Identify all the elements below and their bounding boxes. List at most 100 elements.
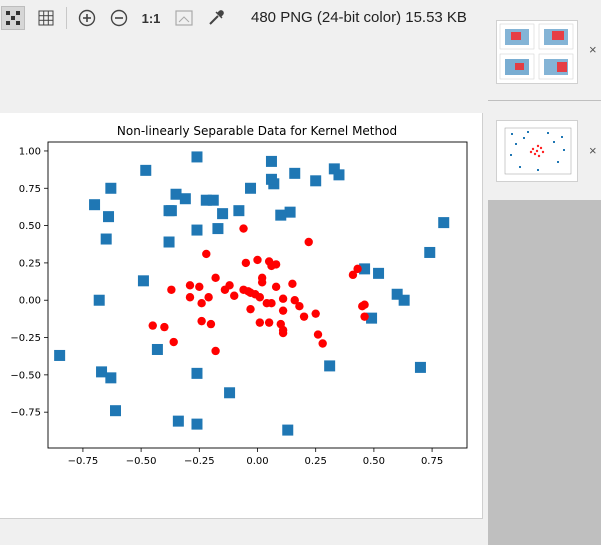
data-point-circle bbox=[360, 312, 369, 321]
data-point-circle bbox=[167, 285, 176, 294]
image-canvas: Non-linearly Separable Data for Kernel M… bbox=[0, 113, 483, 519]
data-point-square bbox=[289, 167, 301, 179]
data-point-square bbox=[359, 263, 371, 275]
data-point-square bbox=[424, 246, 436, 258]
data-point-square bbox=[163, 236, 175, 248]
data-point-circle bbox=[288, 279, 297, 289]
data-point-square bbox=[163, 205, 175, 217]
data-point-square bbox=[324, 360, 336, 372]
data-point-circle bbox=[348, 270, 358, 280]
x-tick-label: 0.75 bbox=[421, 456, 443, 467]
data-point-square bbox=[110, 405, 122, 417]
data-point-square bbox=[191, 151, 203, 163]
thumbnail-sidebar: × × bbox=[488, 0, 601, 545]
data-point-square bbox=[265, 173, 277, 185]
data-point-square bbox=[54, 349, 66, 361]
data-point-circle bbox=[257, 278, 267, 287]
fit-window-icon bbox=[175, 10, 193, 26]
data-point-circle bbox=[241, 258, 251, 268]
data-point-square bbox=[245, 182, 257, 194]
data-point-square bbox=[207, 194, 219, 206]
data-point-circle bbox=[313, 330, 323, 339]
data-point-circle bbox=[267, 261, 276, 271]
data-point-square bbox=[170, 188, 182, 200]
thumbnail-scatter-icon bbox=[504, 127, 572, 175]
data-point-circle bbox=[304, 237, 313, 247]
data-point-circle bbox=[246, 304, 255, 314]
data-point-square bbox=[103, 211, 115, 223]
data-point-square bbox=[414, 361, 426, 373]
data-point-circle bbox=[278, 294, 288, 303]
zoom-in-button[interactable] bbox=[75, 6, 99, 30]
image-info: 480 PNG (24-bit color) 15.53 KB bbox=[251, 9, 467, 26]
thumbnail-image-1[interactable] bbox=[496, 20, 578, 84]
y-tick-label: −0.75 bbox=[10, 408, 41, 419]
toolbar-separator bbox=[66, 7, 67, 29]
data-point-square bbox=[89, 199, 101, 211]
x-tick-label: 0.50 bbox=[363, 456, 385, 467]
data-point-square bbox=[179, 193, 191, 205]
data-point-circle bbox=[197, 299, 206, 308]
data-point-circle bbox=[278, 328, 288, 338]
actual-size-button[interactable]: 1:1 bbox=[139, 6, 163, 30]
data-point-circle bbox=[264, 318, 274, 327]
data-point-circle bbox=[299, 312, 309, 321]
grid-view-button[interactable] bbox=[34, 6, 58, 30]
data-point-circle bbox=[195, 282, 204, 291]
data-point-circle bbox=[271, 282, 281, 291]
zoom-in-icon bbox=[78, 9, 96, 27]
data-point-circle bbox=[148, 321, 157, 330]
data-point-circle bbox=[160, 322, 169, 332]
data-point-square bbox=[366, 312, 378, 324]
y-tick-label: −0.50 bbox=[10, 370, 41, 381]
y-tick-label: 0.75 bbox=[19, 184, 41, 195]
data-point-square bbox=[93, 294, 105, 306]
data-point-square bbox=[438, 217, 450, 229]
data-point-circle bbox=[239, 224, 248, 233]
data-point-circle bbox=[206, 319, 216, 329]
thumbnail-slot-2[interactable]: × bbox=[488, 101, 601, 200]
data-point-square bbox=[233, 205, 245, 217]
data-point-circle bbox=[311, 309, 320, 318]
thumbnail-slot-1[interactable]: × bbox=[488, 0, 601, 100]
data-point-square bbox=[191, 224, 203, 236]
fit-window-button[interactable] bbox=[172, 6, 196, 30]
y-tick-label: 0.50 bbox=[19, 221, 41, 232]
x-tick-label: 0.25 bbox=[305, 456, 327, 467]
data-point-square bbox=[96, 366, 108, 378]
x-tick-label: −0.25 bbox=[184, 456, 215, 467]
data-point-circle bbox=[230, 291, 239, 300]
toolbar: 1:1 480 PNG (24-bit color) 15.53 KB bbox=[0, 0, 488, 38]
fit-view-icon bbox=[6, 11, 20, 25]
x-tick-label: 0.00 bbox=[246, 456, 268, 467]
chart-title: Non-linearly Separable Data for Kernel M… bbox=[117, 124, 397, 138]
data-point-square bbox=[172, 415, 184, 427]
data-point-circle bbox=[204, 293, 213, 302]
data-point-square bbox=[282, 424, 294, 436]
data-point-square bbox=[275, 209, 287, 221]
actual-size-label: 1:1 bbox=[141, 10, 161, 26]
data-point-square bbox=[100, 233, 112, 245]
data-point-square bbox=[212, 223, 224, 235]
data-point-square bbox=[105, 182, 117, 194]
data-point-square bbox=[310, 175, 322, 187]
thumbnail-image-2[interactable] bbox=[496, 120, 578, 182]
data-point-square bbox=[217, 208, 229, 220]
data-point-circle bbox=[185, 293, 195, 302]
grid-icon bbox=[38, 10, 54, 26]
close-thumbnail-2-icon[interactable]: × bbox=[589, 143, 597, 158]
data-point-square bbox=[391, 288, 403, 300]
zoom-out-button[interactable] bbox=[107, 6, 131, 30]
data-point-circle bbox=[253, 255, 262, 265]
data-point-square bbox=[191, 418, 203, 430]
close-thumbnail-1-icon[interactable]: × bbox=[589, 42, 597, 57]
image-viewer: Non-linearly Separable Data for Kernel M… bbox=[0, 38, 488, 545]
x-tick-label: −0.75 bbox=[68, 456, 99, 467]
data-point-circle bbox=[295, 301, 304, 311]
y-tick-label: 0.00 bbox=[19, 296, 41, 307]
color-picker-button[interactable] bbox=[204, 6, 228, 30]
data-point-circle bbox=[197, 316, 206, 326]
data-point-square bbox=[105, 372, 117, 384]
fit-view-button[interactable] bbox=[1, 6, 25, 30]
data-point-circle bbox=[211, 273, 220, 283]
